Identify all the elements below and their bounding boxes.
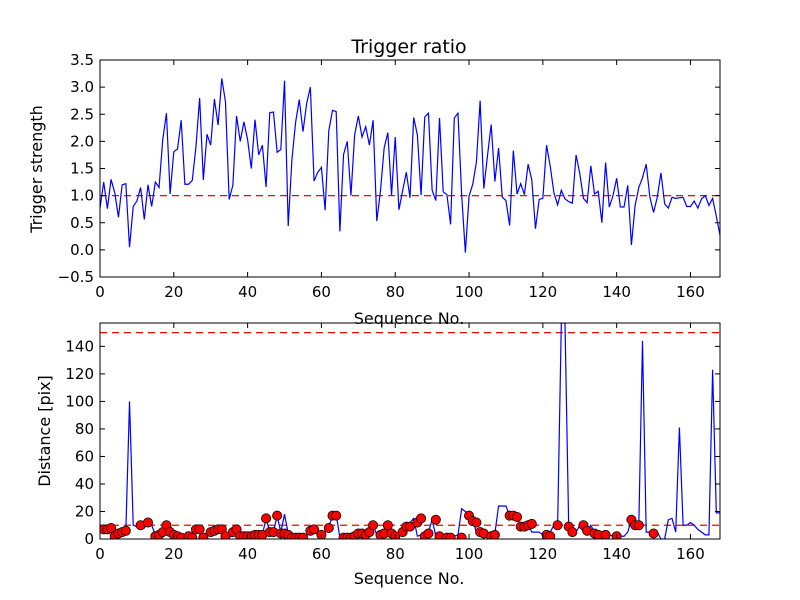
top-x-tick-label: 100 xyxy=(455,283,484,301)
top-y-tick-label: 3.0 xyxy=(70,78,94,96)
bottom-y-tick-label: 100 xyxy=(65,392,94,410)
bottom-marker-point xyxy=(489,529,500,539)
top-x-axis-label: Sequence No. xyxy=(354,309,465,328)
bottom-marker-point xyxy=(545,531,556,539)
bottom-marker-point xyxy=(456,532,467,539)
bottom-marker-point xyxy=(198,532,209,539)
top-x-tick-label: 80 xyxy=(386,283,405,301)
bottom-marker-point xyxy=(106,522,117,533)
bottom-y-tick-label: 0 xyxy=(84,530,94,548)
bottom-marker-point xyxy=(194,524,205,535)
bottom-marker-point xyxy=(261,513,272,524)
bottom-x-tick-label: 140 xyxy=(602,545,631,563)
bottom-x-axis-label: Sequence No. xyxy=(354,569,465,588)
bottom-x-tick-label: 100 xyxy=(455,545,484,563)
bottom-marker-point xyxy=(600,529,611,539)
bottom-marker-point xyxy=(471,517,482,528)
top-y-tick-label: 0.5 xyxy=(70,214,94,232)
top-y-tick-label: 3.5 xyxy=(70,51,94,69)
bottom-marker-point xyxy=(142,517,153,528)
bottom-marker-point xyxy=(382,520,393,531)
bottom-marker-point xyxy=(430,514,441,525)
bottom-y-tick-label: 120 xyxy=(65,365,94,383)
bottom-x-tick-label: 0 xyxy=(95,545,105,563)
bottom-marker-point xyxy=(272,510,283,521)
top-y-tick-label: 1.5 xyxy=(70,160,94,178)
bottom-marker-point xyxy=(309,524,320,535)
top-y-axis-label: Trigger strength xyxy=(27,105,46,234)
top-y-tick-label: −0.5 xyxy=(58,268,94,286)
top-x-tick-label: 160 xyxy=(676,283,705,301)
top-y-tick-label: 1.0 xyxy=(70,187,94,205)
bottom-marker-point xyxy=(416,513,427,524)
bottom-marker-point xyxy=(423,528,434,539)
top-data-group xyxy=(100,78,720,253)
bottom-marker-point xyxy=(633,520,644,531)
top-x-tick-label: 40 xyxy=(238,283,257,301)
top-y-tick-label: 2.5 xyxy=(70,105,94,123)
bottom-y-axis-label: Distance [pix] xyxy=(35,375,54,487)
bottom-x-tick-label: 80 xyxy=(386,545,405,563)
bottom-x-tick-label: 20 xyxy=(164,545,183,563)
bottom-marker-point xyxy=(648,528,659,539)
bottom-data-group xyxy=(100,323,720,539)
bottom-x-tick-label: 40 xyxy=(238,545,257,563)
top-x-tick-label: 0 xyxy=(95,283,105,301)
bottom-x-tick-label: 120 xyxy=(529,545,558,563)
bottom-marker-point xyxy=(526,518,537,529)
bottom-marker-point xyxy=(120,525,131,536)
bottom-marker-point xyxy=(297,532,308,539)
bottom-y-tick-label: 40 xyxy=(75,475,94,493)
bottom-x-tick-label: 60 xyxy=(312,545,331,563)
top-y-tick-label: 0.0 xyxy=(70,241,94,259)
top-x-tick-label: 20 xyxy=(164,283,183,301)
top-x-tick-label: 60 xyxy=(312,283,331,301)
bottom-marker-point xyxy=(445,532,456,539)
bottom-marker-point xyxy=(552,520,563,531)
top-x-tick-label: 120 xyxy=(529,283,558,301)
top-series-line-0 xyxy=(100,78,720,253)
bottom-x-tick-label: 160 xyxy=(676,545,705,563)
bottom-y-tick-label: 20 xyxy=(75,502,94,520)
bottom-marker-point xyxy=(368,520,379,531)
bottom-y-tick-label: 140 xyxy=(65,337,94,355)
bottom-marker-point xyxy=(331,510,342,521)
bottom-y-tick-label: 60 xyxy=(75,447,94,465)
top-y-tick-label: 2.0 xyxy=(70,132,94,150)
top-x-tick-label: 140 xyxy=(602,283,631,301)
bottom-series-line-0 xyxy=(100,323,720,539)
bottom-marker-point xyxy=(187,532,198,539)
top-chart-title: Trigger ratio xyxy=(350,36,466,58)
bottom-marker-point xyxy=(323,522,334,533)
bottom-marker-point xyxy=(512,511,523,522)
bottom-plot-frame xyxy=(99,322,721,540)
bottom-y-tick-label: 80 xyxy=(75,420,94,438)
bottom-marker-point xyxy=(567,527,578,538)
